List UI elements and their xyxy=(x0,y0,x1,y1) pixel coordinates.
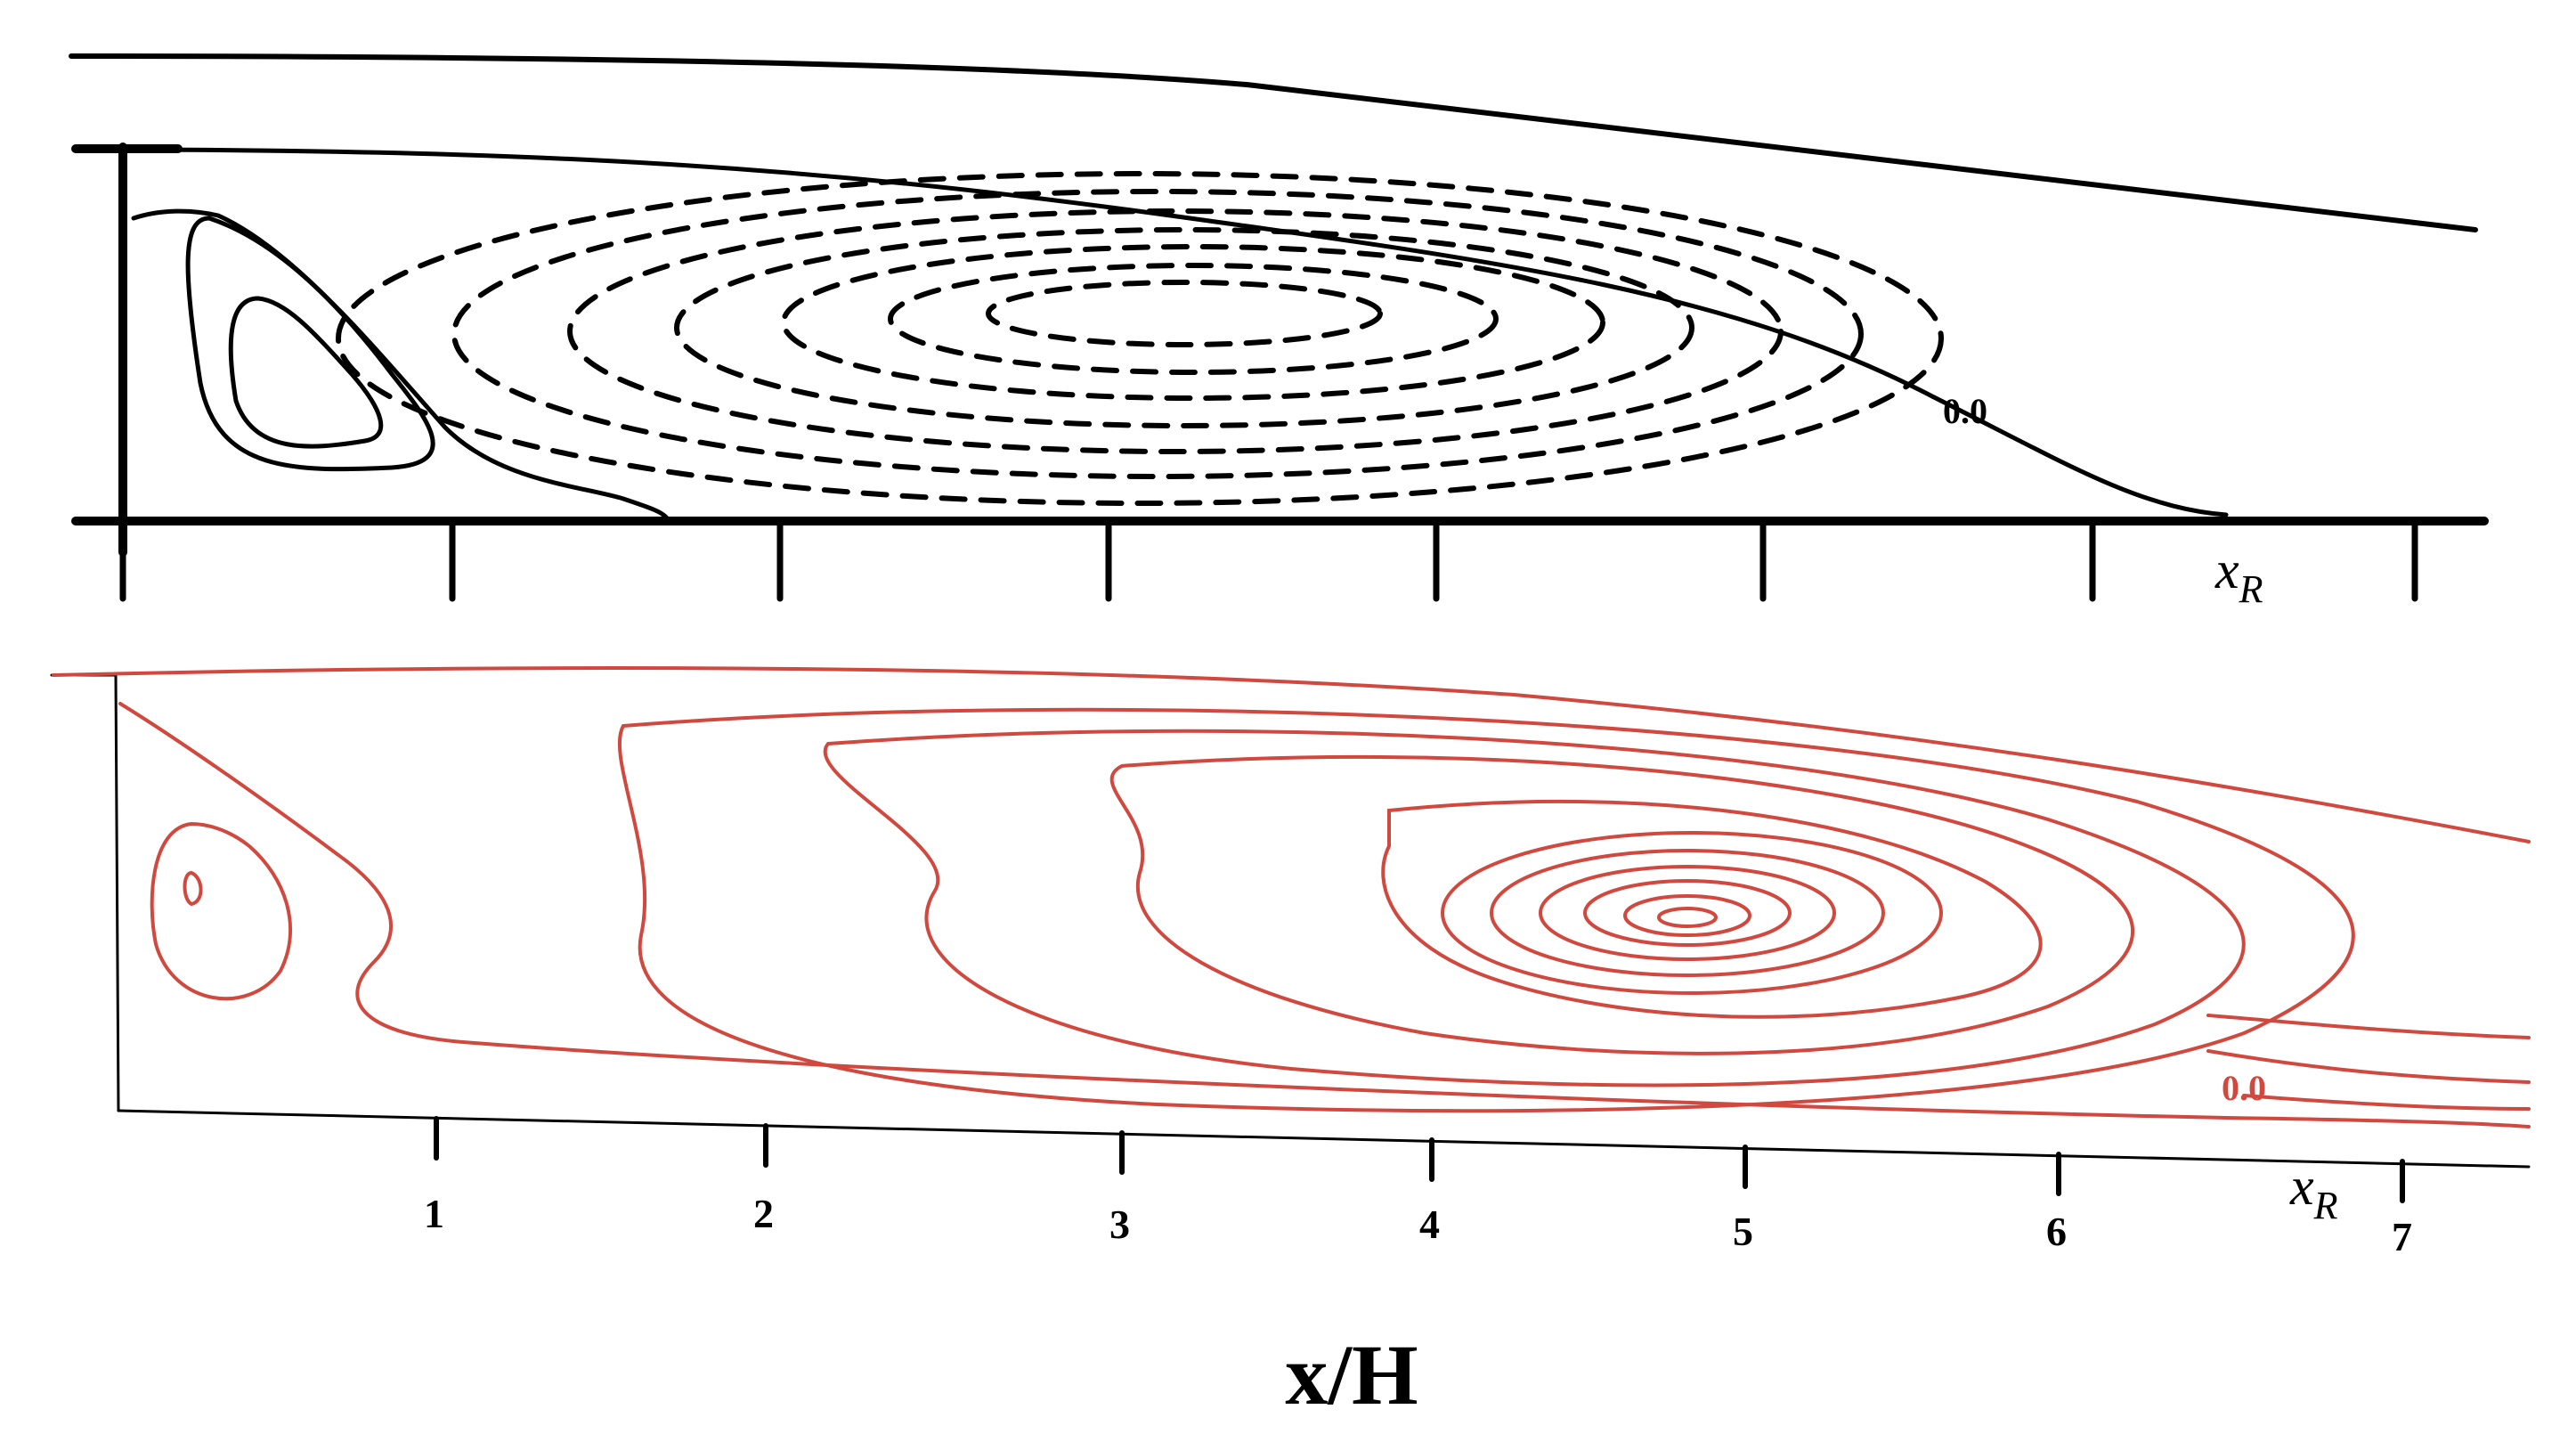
bottom-downstream-2 xyxy=(2206,1049,2531,1084)
bottom-corner-vortex xyxy=(150,822,293,1001)
bottom-bottom-wall xyxy=(117,1109,2531,1169)
bottom-streamlines xyxy=(52,666,2531,1128)
bottom-corner-streamline xyxy=(118,702,2531,1128)
top-reattachment-label: xR xyxy=(2214,541,2263,611)
bottom-loop-5 xyxy=(1441,831,1943,995)
bottom-reattachment-label: xR xyxy=(2289,1157,2338,1227)
bottom-outer-streamline xyxy=(52,666,2531,843)
bottom-loop-9 xyxy=(1623,894,1751,937)
bottom-panel xyxy=(50,666,2531,1203)
tick-label-7: 7 xyxy=(2392,1214,2412,1259)
bottom-loop-7 xyxy=(1539,865,1836,961)
tick-label-3: 3 xyxy=(1109,1202,1130,1247)
tick-label-6: 6 xyxy=(2046,1209,2067,1254)
top-corner-loop-outer xyxy=(185,216,435,472)
top-dividing-streamline xyxy=(144,147,2229,517)
bottom-loop-2 xyxy=(823,729,2246,1088)
bottom-step-wall xyxy=(114,673,120,1112)
bottom-loop-6 xyxy=(1490,849,1885,977)
top-axis-ticks xyxy=(119,517,2418,602)
bottom-loop-1 xyxy=(618,707,2355,1113)
bottom-loop-3 xyxy=(1109,754,2135,1055)
top-corner-streamline xyxy=(131,208,670,522)
bottom-loop-10 xyxy=(1657,907,1718,928)
bottom-axis-ticks xyxy=(434,1116,2405,1203)
bottom-downstream-3 xyxy=(2242,1094,2531,1111)
top-contour-label: 0.0 xyxy=(1943,391,1987,431)
bottom-tick-labels: 1 2 3 4 5 6 7 xyxy=(424,1191,2412,1259)
bottom-downstream-1 xyxy=(2206,1014,2531,1039)
tick-label-1: 1 xyxy=(424,1191,444,1236)
tick-label-5: 5 xyxy=(1733,1209,1753,1254)
top-dashed-loops xyxy=(336,171,1944,506)
axis-title: x/H xyxy=(1285,1327,1418,1422)
bottom-contour-label: 0.0 xyxy=(2222,1068,2266,1108)
top-outer-streamline xyxy=(69,53,2478,232)
tick-label-4: 4 xyxy=(1419,1202,1440,1247)
top-panel xyxy=(69,53,2489,602)
bottom-loop-4 xyxy=(1381,799,2043,1019)
top-corner-loop-inner xyxy=(228,296,384,449)
bottom-loop-8 xyxy=(1583,879,1792,947)
tick-label-2: 2 xyxy=(753,1191,774,1236)
